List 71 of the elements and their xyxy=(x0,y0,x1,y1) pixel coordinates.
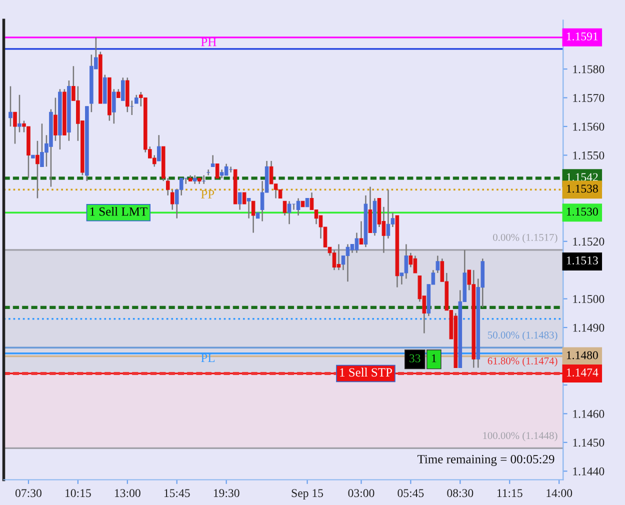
candlestick xyxy=(332,249,336,271)
ref-line-label: PH xyxy=(201,38,216,46)
ref-line-label: 61.80% (1.1474) xyxy=(488,357,558,367)
candlestick xyxy=(354,232,359,254)
annotation: 1.1530 xyxy=(566,208,598,216)
candlestick xyxy=(242,192,246,204)
x-tick-label: 10:15 xyxy=(66,489,91,498)
y-tick-label: 1.1500 xyxy=(573,295,604,304)
candlestick xyxy=(436,255,440,274)
x-tick-label: Sep 15 xyxy=(292,489,324,500)
annotation: 1.1542 xyxy=(566,173,598,182)
candlestick xyxy=(13,111,17,144)
x-tick-label: 07:30 xyxy=(15,489,42,498)
candlestick xyxy=(202,174,206,185)
candlestick xyxy=(238,192,242,210)
candlestick xyxy=(8,86,12,128)
candlestick xyxy=(215,164,220,178)
y-tick-label: 1.1580 xyxy=(573,65,604,74)
candlestick xyxy=(296,198,300,216)
y-tick-label: 1.1550 xyxy=(573,151,604,160)
y-tick-label: 1.1520 xyxy=(573,238,604,246)
x-tick-label: 03:00 xyxy=(348,489,374,498)
candlestick xyxy=(282,200,287,216)
x-tick-label: 05:45 xyxy=(398,489,424,498)
ref-line-label: PL xyxy=(201,354,215,362)
candlestick xyxy=(287,200,292,225)
ref-line-label: 1 Sell LMT xyxy=(90,206,148,216)
x-tick-label: 15:45 xyxy=(164,489,190,498)
x-tick-label: 08:30 xyxy=(447,489,474,498)
annotation: 33 xyxy=(410,354,420,362)
annotation: 1.1474 xyxy=(566,368,598,376)
candlestick xyxy=(404,244,408,280)
annotation: 1.1513 xyxy=(566,256,598,264)
y-tick-label: 1.1440 xyxy=(573,467,604,476)
y-tick-label: 1.1570 xyxy=(573,94,604,102)
x-tick-label: 11:15 xyxy=(497,489,522,498)
x-tick-label: 19:30 xyxy=(214,489,240,498)
candlestick xyxy=(368,186,372,234)
candlestick xyxy=(210,154,215,168)
candlestick xyxy=(292,203,296,210)
annotation: 1.1591 xyxy=(566,32,598,40)
ref-line-label: 1 Sell STP xyxy=(340,368,392,377)
y-tick-label: 1.1450 xyxy=(573,438,604,447)
candlestick xyxy=(251,200,256,234)
candlestick xyxy=(359,220,364,245)
candlestick xyxy=(228,166,233,174)
x-tick-label: 14:00 xyxy=(546,489,572,498)
candlestick xyxy=(386,189,390,240)
ref-line-label: 0.00% (1.1517) xyxy=(493,234,558,244)
annotation: 1.1538 xyxy=(566,184,598,193)
ref-line-label: 50.00% (1.1483) xyxy=(488,331,558,341)
candlestick xyxy=(54,97,58,142)
candlestick xyxy=(224,163,228,176)
candlestick xyxy=(206,168,210,176)
annotation: 1.1480 xyxy=(566,351,598,360)
ref-line-label: 100.00% (1.1448) xyxy=(483,432,558,442)
annotation: 1 xyxy=(432,354,436,362)
candlestick xyxy=(121,77,125,102)
candlestick xyxy=(346,244,350,282)
candlestick xyxy=(18,94,22,133)
candlestick xyxy=(36,140,40,199)
y-tick-label: 1.1560 xyxy=(573,122,604,131)
x-tick-label: 13:00 xyxy=(115,489,140,498)
candlestick xyxy=(156,134,161,162)
ref-line-label: PP xyxy=(201,190,214,198)
annotation: Time remaining = 00:05:29 xyxy=(417,454,554,466)
candlestick xyxy=(336,244,341,271)
candlestick xyxy=(246,198,251,220)
y-tick-label: 1.1490 xyxy=(573,324,604,332)
y-tick-label: 1.1460 xyxy=(573,410,604,418)
candlestick xyxy=(112,88,116,124)
